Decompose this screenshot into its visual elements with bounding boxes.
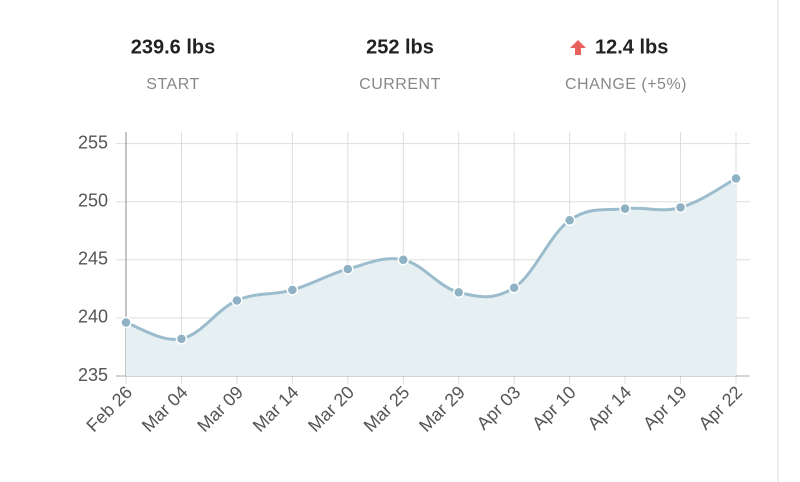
- y-tick-label: 245: [78, 249, 108, 269]
- start-value: 239.6 lbs: [131, 36, 216, 58]
- point: [175, 333, 188, 345]
- current-label: CURRENT: [359, 76, 441, 93]
- change-label: CHANGE (+5%): [565, 76, 687, 93]
- point: [452, 286, 465, 299]
- y-tick-label: 250: [78, 190, 108, 210]
- y-tick-label: 255: [78, 132, 108, 152]
- y-tick-label: 240: [78, 307, 108, 327]
- point: [231, 294, 243, 307]
- point: [674, 201, 687, 214]
- change-value: 12.4 lbs: [595, 36, 668, 58]
- up-arrow-icon: [570, 40, 586, 55]
- start-label: START: [146, 76, 199, 93]
- point: [342, 263, 354, 275]
- point: [563, 214, 576, 227]
- y-tick-label: 235: [78, 365, 108, 385]
- point: [397, 254, 410, 266]
- current-value: 252 lbs: [366, 36, 434, 58]
- point: [286, 284, 299, 296]
- point: [508, 281, 520, 294]
- point: [730, 172, 742, 185]
- point: [619, 202, 631, 215]
- point: [120, 316, 132, 329]
